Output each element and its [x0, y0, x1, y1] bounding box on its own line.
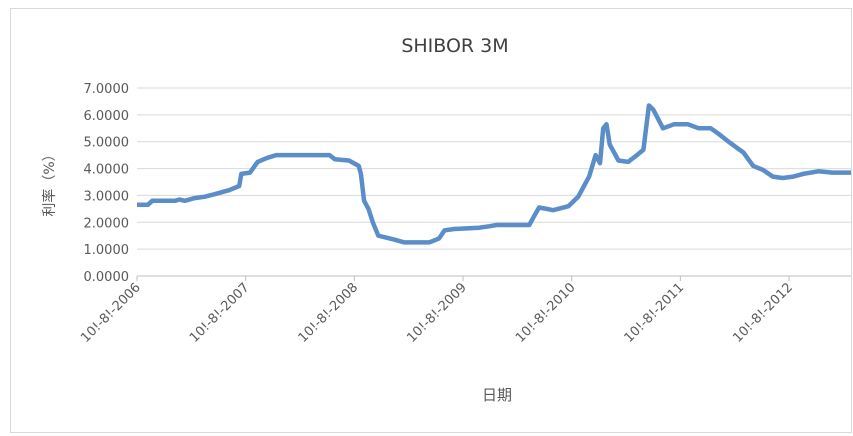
y-tick-label: 5.0000: [84, 136, 130, 151]
y-tick-label: 1.0000: [84, 243, 130, 258]
y-axis-label: 利率（%）: [41, 147, 58, 216]
data-line: [137, 103, 851, 245]
y-tick-label: 2.0000: [84, 216, 130, 231]
chart-border: [10, 8, 852, 433]
y-tick-label: 6.0000: [84, 109, 130, 124]
y-tick-label: 0.0000: [84, 270, 130, 285]
x-axis-label: 日期: [482, 386, 512, 404]
chart-title: SHIBOR 3M: [401, 35, 508, 57]
y-tick-label: 3.0000: [84, 189, 130, 204]
y-tick-label: 7.0000: [84, 82, 130, 97]
y-tick-label: 4.0000: [84, 163, 130, 178]
